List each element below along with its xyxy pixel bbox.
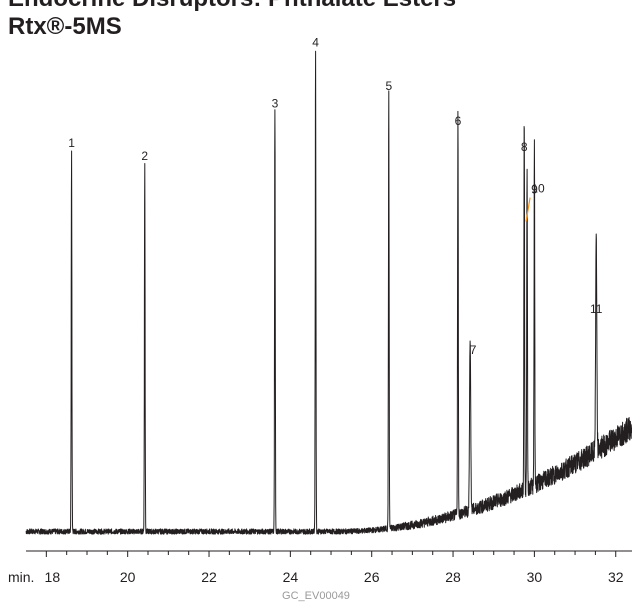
peak-label-1: 1 (68, 136, 75, 150)
x-tick-label: 24 (283, 569, 299, 585)
x-unit-label: min. (8, 569, 34, 585)
peak-label-11: 11 (590, 302, 603, 316)
peak-9-leader (525, 197, 531, 222)
x-tick-label: 32 (608, 569, 624, 585)
peak-label-4: 4 (312, 35, 319, 49)
trace-layer (25, 50, 632, 535)
x-tick-label: 28 (445, 569, 461, 585)
peak-label-5: 5 (385, 79, 392, 93)
peak-label-2: 2 (141, 149, 148, 163)
chart-title-line-2: Rtx®-5MS (8, 13, 122, 40)
x-tick-label: 22 (201, 569, 217, 585)
x-tick-label: 18 (45, 569, 61, 585)
peak-label-10: 10 (531, 182, 545, 196)
peak-label-9: 9 (531, 183, 538, 197)
x-axis: min. 18 20 22 24 26 28 30 32 (8, 550, 632, 585)
peak-labels: 1 2 3 4 5 6 7 8 910 11 (68, 35, 603, 357)
x-tick-label: 26 (364, 569, 380, 585)
x-tick-label: 30 (527, 569, 543, 585)
chart-title-line-1: Endocrine Disruptors: Phthalate Esters (8, 0, 456, 13)
peak-label-8: 8 (521, 140, 528, 154)
x-tick-label: 20 (120, 569, 136, 585)
figure-code: GC_EV00049 (282, 590, 350, 602)
chromatogram-trace (25, 50, 632, 535)
peak-label-7: 7 (470, 343, 477, 357)
peak-label-6: 6 (455, 114, 462, 128)
peak-label-3: 3 (272, 96, 279, 110)
